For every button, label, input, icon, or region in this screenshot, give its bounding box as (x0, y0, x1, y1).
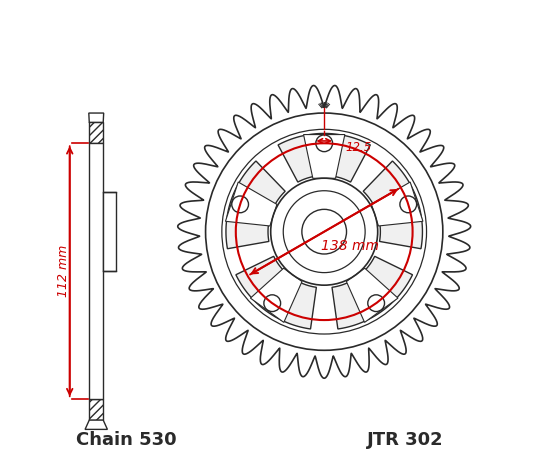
Polygon shape (304, 135, 345, 178)
Polygon shape (347, 268, 398, 322)
Polygon shape (371, 182, 423, 226)
Polygon shape (363, 161, 422, 249)
Text: 12.5: 12.5 (345, 141, 371, 154)
Bar (89, 399, 103, 420)
Text: Chain 530: Chain 530 (76, 431, 177, 449)
Polygon shape (332, 256, 413, 329)
Bar (89, 143, 103, 399)
Bar (89, 399, 103, 420)
Polygon shape (226, 182, 277, 226)
Bar (89, 122, 103, 143)
Polygon shape (226, 161, 285, 249)
Polygon shape (85, 420, 108, 430)
Text: 138 mm: 138 mm (321, 239, 379, 253)
Text: 112 mm: 112 mm (57, 245, 69, 297)
Polygon shape (89, 113, 104, 122)
Bar (89, 122, 103, 143)
Polygon shape (236, 256, 316, 329)
Polygon shape (250, 268, 302, 322)
Bar (103, 192, 116, 271)
Polygon shape (278, 133, 370, 182)
Text: JTR 302: JTR 302 (367, 431, 444, 449)
